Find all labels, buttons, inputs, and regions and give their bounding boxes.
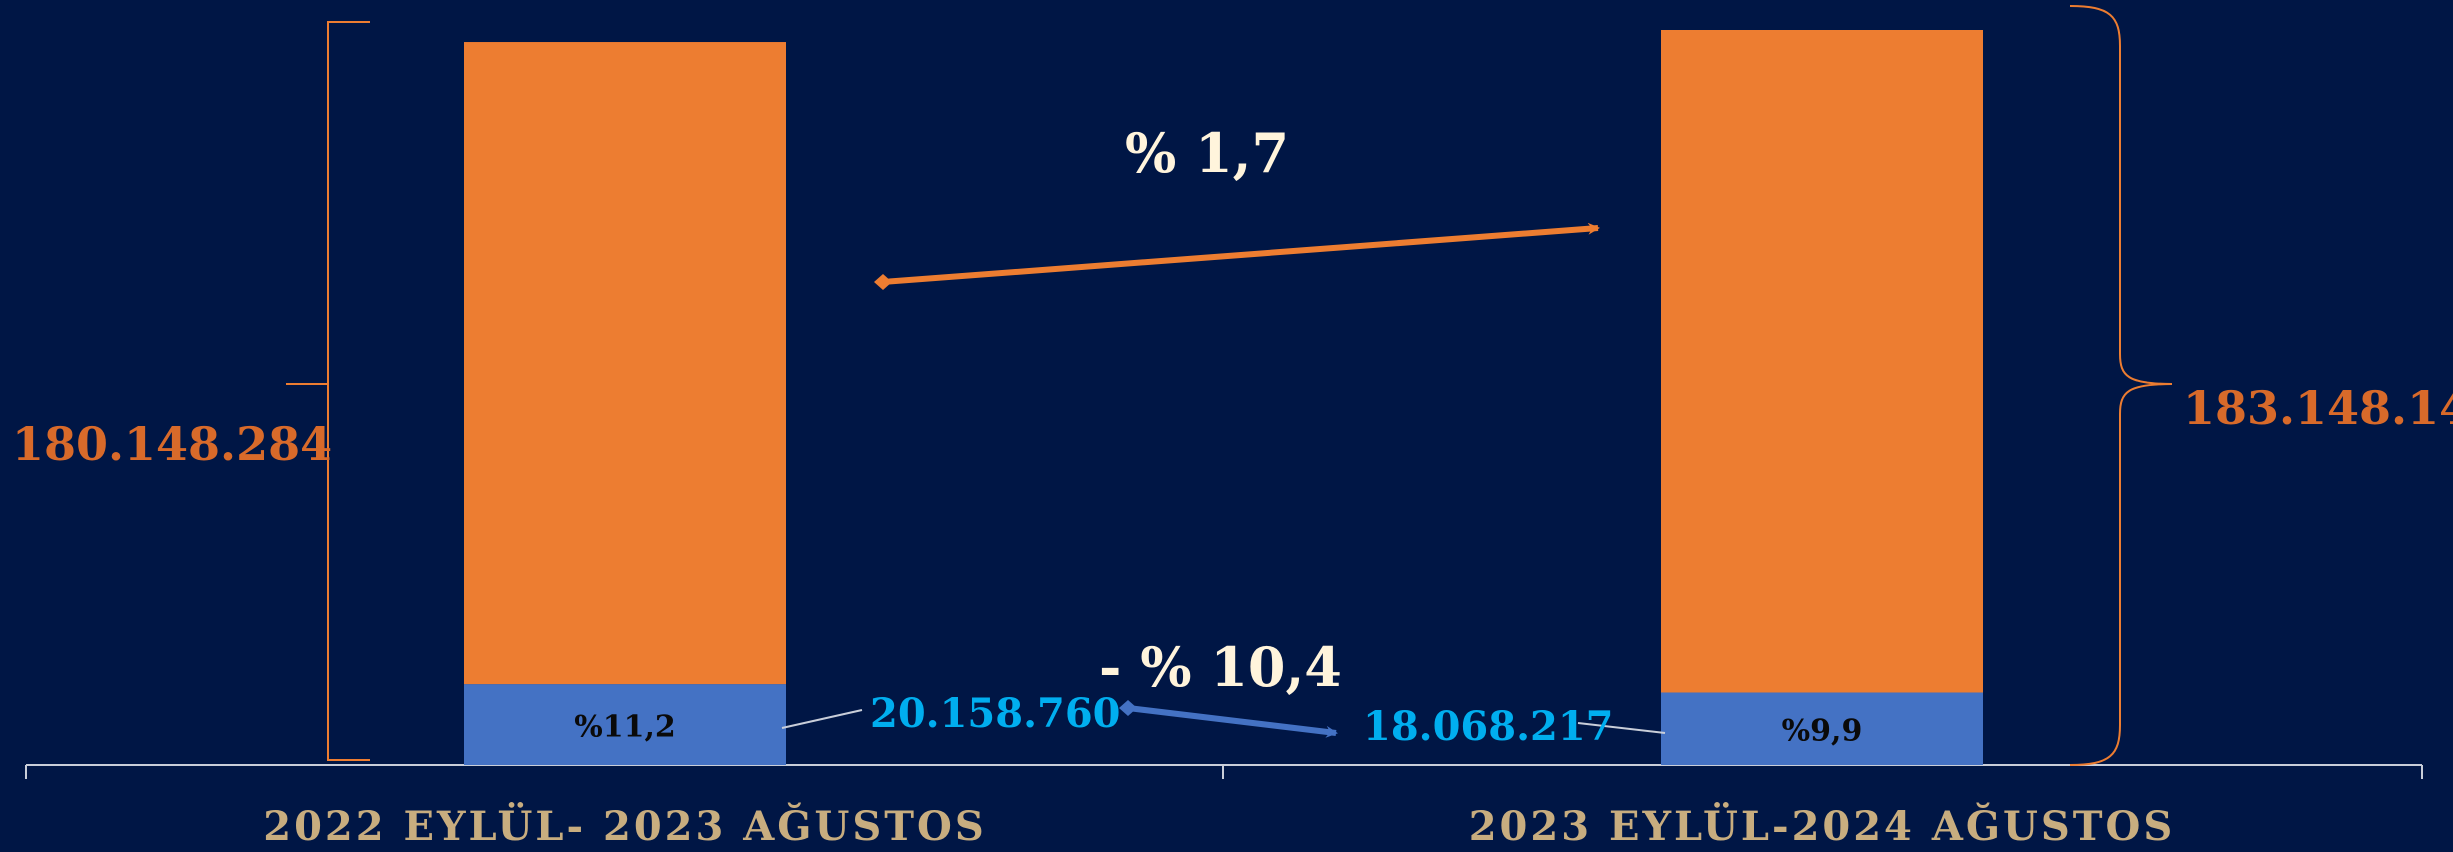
bar-2-segment-2 — [1661, 30, 1983, 693]
total-change-label: % 1,7 — [1125, 121, 1289, 185]
segment-label-left: 20.158.760 — [870, 690, 1121, 737]
share-label-2: %9,9 — [1782, 714, 1863, 749]
total-label-left: 180.148.284 — [12, 417, 332, 471]
segment-leader-right — [1577, 722, 1666, 734]
segment-change-arrow — [1127, 705, 1338, 738]
bar-1-segment-1 — [464, 684, 786, 765]
total-label-right: 183.148.148 — [2183, 381, 2453, 435]
total-brace-right — [2069, 5, 2173, 766]
segment-label-right: 18.068.217 — [1363, 703, 1614, 750]
bar-2-segment-1 — [1661, 692, 1983, 765]
segment-change-label: - % 10,4 — [1099, 635, 1342, 699]
category-label-1: 2022 EYLÜL- 2023 AĞUSTOS — [263, 803, 986, 850]
share-label-1: %11,2 — [574, 710, 676, 745]
bar-1-segment-2 — [464, 42, 786, 685]
total-change-arrow — [882, 222, 1600, 285]
segment-leader-left — [781, 709, 863, 729]
category-label-2: 2023 EYLÜL-2024 AĞUSTOS — [1469, 803, 2176, 850]
total-bracket-left — [286, 21, 370, 761]
